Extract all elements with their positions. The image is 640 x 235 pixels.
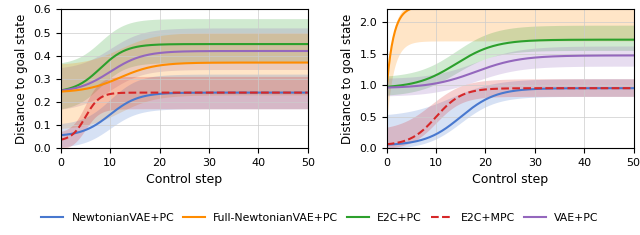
Y-axis label: Distance to goal state: Distance to goal state: [15, 14, 28, 144]
Y-axis label: Distance to goal state: Distance to goal state: [340, 14, 354, 144]
X-axis label: Control step: Control step: [472, 173, 548, 186]
Legend: NewtonianVAE+PC, Full-NewtonianVAE+PC, E2C+PC, E2C+MPC, VAE+PC: NewtonianVAE+PC, Full-NewtonianVAE+PC, E…: [37, 209, 603, 227]
X-axis label: Control step: Control step: [146, 173, 222, 186]
